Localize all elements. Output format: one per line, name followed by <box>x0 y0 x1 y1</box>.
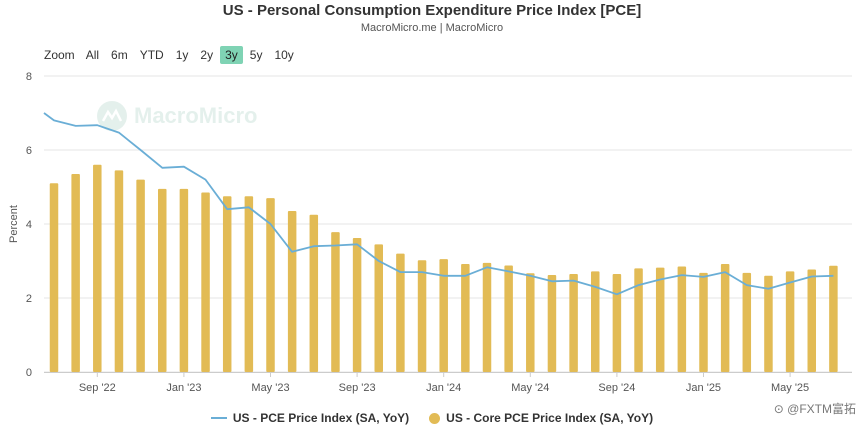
x-tick-label: Sep '22 <box>79 382 116 394</box>
core-pce-bar[interactable] <box>785 271 795 372</box>
core-pce-bar[interactable] <box>439 259 448 372</box>
core-pce-bar[interactable] <box>331 232 340 372</box>
core-pce-bar[interactable] <box>266 198 275 372</box>
legend-dot-swatch <box>429 412 441 424</box>
core-pce-bar[interactable] <box>677 266 687 372</box>
core-pce-bar[interactable] <box>742 272 752 372</box>
core-pce-bar[interactable] <box>287 211 297 372</box>
zoom-1y-button[interactable]: 1y <box>175 48 189 62</box>
y-axis: 0 2 4 6 8 <box>26 71 32 379</box>
chart-legend: US - PCE Price Index (SA, YoY) US - Core… <box>0 411 864 425</box>
zoom-3y-button[interactable]: 3y <box>220 46 243 64</box>
core-pce-bar[interactable] <box>720 263 730 372</box>
y-tick-label: 2 <box>26 293 32 305</box>
core-pce-bar[interactable] <box>807 269 817 372</box>
y-tick-label: 8 <box>26 71 32 83</box>
core-pce-bar[interactable] <box>374 244 384 372</box>
core-pce-bars <box>49 164 838 372</box>
x-tick-label: May '25 <box>771 382 809 394</box>
corner-watermark: ⊙ @FXTM富拓 <box>773 402 856 416</box>
core-pce-bar[interactable] <box>482 262 492 372</box>
zoom-6m-button[interactable]: 6m <box>111 48 128 62</box>
watermark-text: MacroMicro <box>134 103 258 128</box>
zoom-label: Zoom <box>44 48 75 62</box>
core-pce-bar[interactable] <box>179 188 189 372</box>
core-pce-bar[interactable] <box>591 271 600 372</box>
core-pce-bar[interactable] <box>49 183 59 372</box>
legend-label-core-pce: US - Core PCE Price Index (SA, YoY) <box>446 411 654 425</box>
core-pce-bar[interactable] <box>244 196 254 372</box>
legend-line-swatch <box>210 417 227 419</box>
zoom-5y-button[interactable]: 5y <box>249 48 263 62</box>
core-pce-bar[interactable] <box>612 273 622 372</box>
core-pce-bar[interactable] <box>417 260 427 372</box>
x-tick-label: Jan '25 <box>686 382 721 394</box>
y-axis-label: Percent <box>8 205 20 243</box>
core-pce-bar[interactable] <box>93 164 102 372</box>
x-tick-label: Sep '24 <box>598 382 635 394</box>
pce-line-series <box>43 112 834 296</box>
watermark: MacroMicro <box>96 100 257 132</box>
zoom-ytd-button[interactable]: YTD <box>139 48 164 62</box>
core-pce-bar[interactable] <box>699 272 708 372</box>
core-pce-bar[interactable] <box>136 179 145 372</box>
chart-title: US - Personal Consumption Expenditure Pr… <box>222 2 642 19</box>
y-tick-label: 0 <box>26 367 32 379</box>
core-pce-bar[interactable] <box>461 263 470 372</box>
core-pce-bar[interactable] <box>222 196 232 372</box>
core-pce-bar[interactable] <box>634 268 643 372</box>
pce-line[interactable] <box>43 112 834 296</box>
core-pce-bar[interactable] <box>201 192 210 372</box>
core-pce-bar[interactable] <box>569 273 578 372</box>
core-pce-bar[interactable] <box>526 273 535 372</box>
y-tick-label: 4 <box>26 219 32 231</box>
macromicro-logo-icon <box>97 101 127 131</box>
legend-item-pce[interactable]: US - PCE Price Index (SA, YoY) <box>210 411 410 425</box>
core-pce-bar[interactable] <box>114 170 124 372</box>
chart-subtitle: MacroMicro.me | MacroMicro <box>360 22 504 34</box>
chart-plot: 0 2 4 6 8 Sep '22 Jan '23 May '23 Sep '23 Jan '2… <box>8 71 852 394</box>
core-pce-bar[interactable] <box>547 275 557 372</box>
core-pce-bar[interactable] <box>352 238 362 372</box>
legend-label-pce: US - PCE Price Index (SA, YoY) <box>232 411 410 425</box>
zoom-10y-button[interactable]: 10y <box>274 48 294 62</box>
legend-item-core-pce[interactable]: US - Core PCE Price Index (SA, YoY) <box>429 411 653 425</box>
x-tick-label: Jan '23 <box>166 382 201 394</box>
x-tick-label: Sep '23 <box>339 382 376 394</box>
core-pce-bar[interactable] <box>829 265 838 372</box>
x-axis: Sep '22 Jan '23 May '23 Sep '23 Jan '24 May '… <box>44 372 852 394</box>
y-tick-label: 6 <box>26 145 32 157</box>
zoom-2y-button[interactable]: 2y <box>200 48 214 62</box>
core-pce-bar[interactable] <box>309 214 319 372</box>
core-pce-bar[interactable] <box>158 188 167 372</box>
core-pce-bar[interactable] <box>71 174 80 372</box>
x-tick-label: May '23 <box>251 382 289 394</box>
zoom-bar: Zoom All 6m YTD 1y 2y 3y 5y 10y <box>44 46 301 64</box>
core-pce-bar[interactable] <box>655 267 665 372</box>
x-tick-label: May '24 <box>511 382 549 394</box>
x-tick-label: Jan '24 <box>426 382 461 394</box>
zoom-all-button[interactable]: All <box>85 48 100 62</box>
core-pce-bar[interactable] <box>504 265 513 372</box>
core-pce-bar[interactable] <box>764 275 773 372</box>
core-pce-bar[interactable] <box>396 253 405 372</box>
